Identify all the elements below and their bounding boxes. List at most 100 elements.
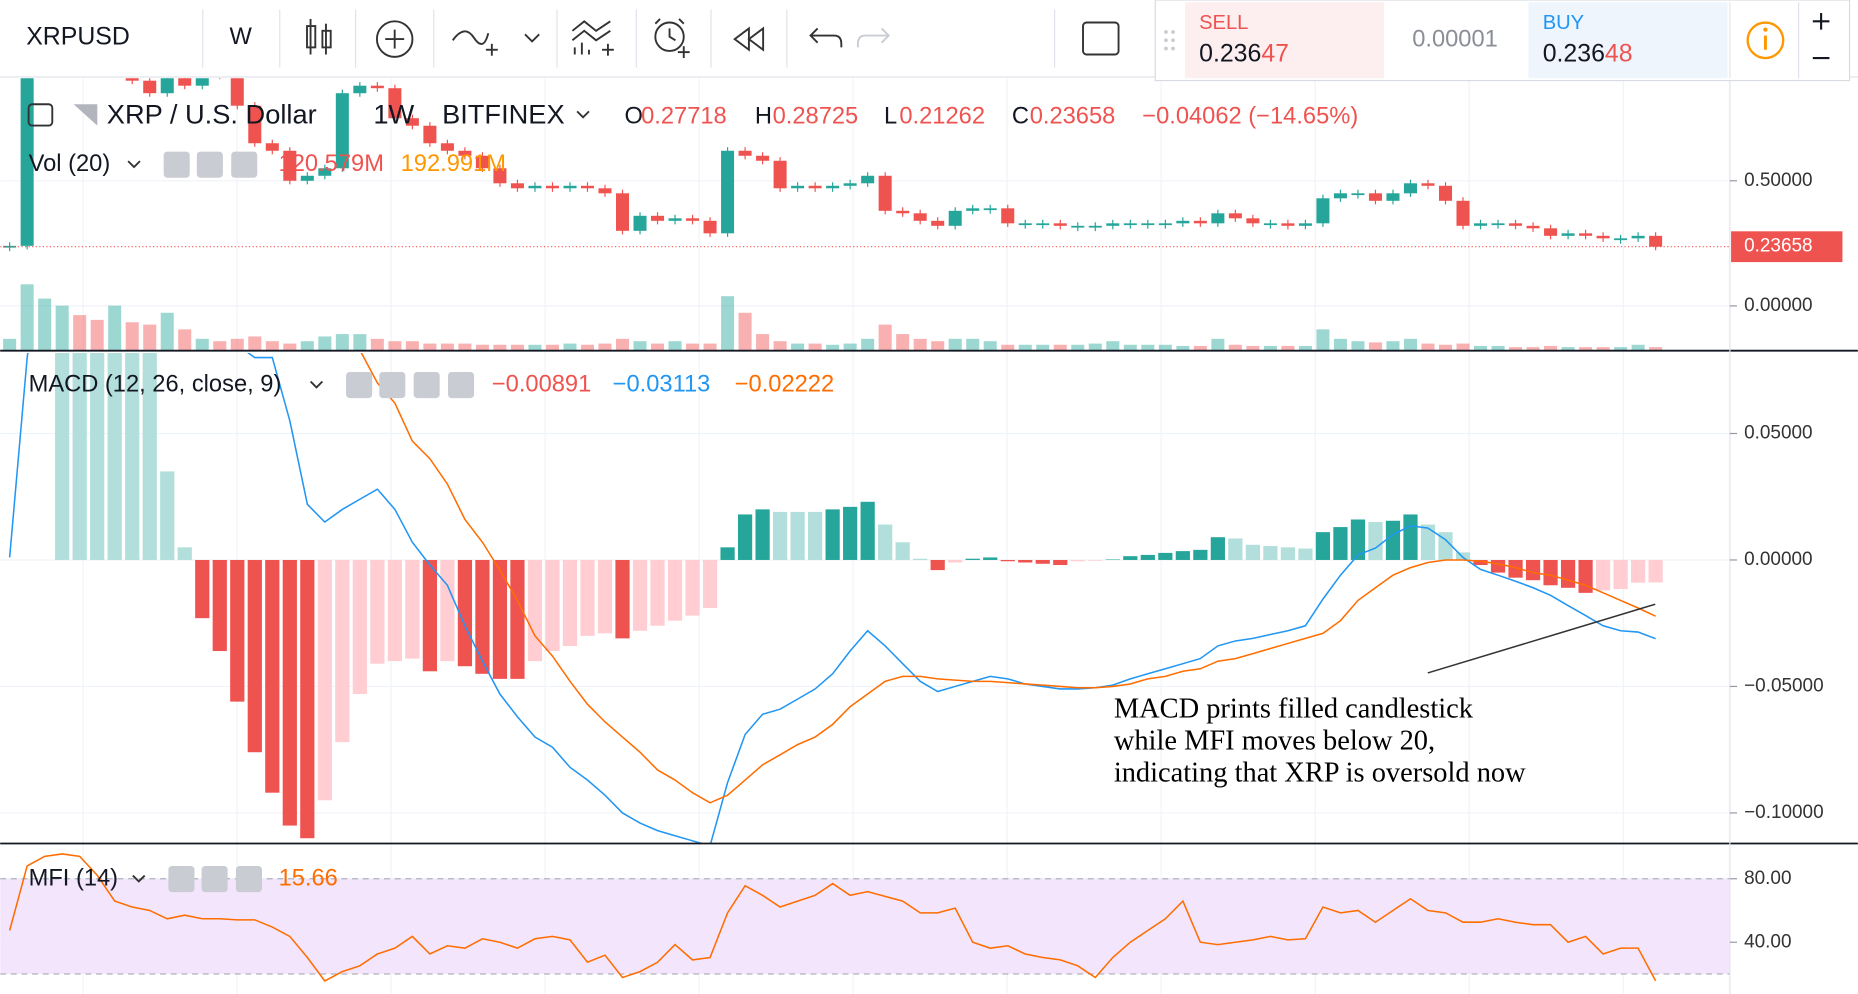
histogram-bar bbox=[965, 558, 980, 560]
sell-price-head: 0.236 bbox=[1199, 39, 1261, 67]
histogram-bar bbox=[632, 559, 648, 631]
buy-button[interactable] bbox=[1528, 2, 1728, 79]
replay-button[interactable] bbox=[733, 26, 765, 52]
candle bbox=[721, 150, 735, 234]
histogram-bar bbox=[1070, 559, 1085, 562]
legend-dropdown[interactable] bbox=[132, 874, 146, 883]
undo-button[interactable] bbox=[809, 27, 843, 48]
histogram-bar bbox=[597, 559, 613, 634]
volume-bar bbox=[423, 343, 437, 351]
plot bbox=[0, 78, 1730, 982]
zoom-buttons[interactable] bbox=[1812, 13, 1830, 60]
buy-price-tail: 48 bbox=[1605, 39, 1633, 67]
candle bbox=[1386, 193, 1400, 201]
redo-button[interactable] bbox=[856, 27, 891, 48]
volume-bar bbox=[1491, 345, 1505, 351]
volume-bar bbox=[1053, 344, 1067, 351]
candle bbox=[668, 218, 682, 221]
histogram-bar bbox=[335, 559, 350, 743]
mfi-line bbox=[8, 853, 1657, 982]
macd-line bbox=[8, 353, 1656, 844]
sell-button[interactable] bbox=[1184, 2, 1384, 79]
candle bbox=[1123, 223, 1137, 226]
histogram-bar bbox=[737, 514, 753, 560]
histogram-bar bbox=[1315, 532, 1331, 560]
candle bbox=[318, 168, 332, 176]
alert-button[interactable] bbox=[654, 18, 690, 59]
volume-bar bbox=[1526, 347, 1540, 351]
volume-bar bbox=[1036, 344, 1050, 351]
volume-bar bbox=[1176, 345, 1190, 351]
histogram-bar bbox=[790, 511, 805, 560]
volume-bar bbox=[1596, 347, 1610, 351]
volume-bar bbox=[651, 343, 665, 351]
buy-price-head: 0.236 bbox=[1543, 39, 1605, 67]
legend-dropdown[interactable] bbox=[309, 380, 324, 389]
candle bbox=[738, 150, 752, 156]
histogram-bar bbox=[1053, 559, 1068, 566]
candle bbox=[1544, 228, 1558, 236]
compare-button[interactable] bbox=[451, 30, 540, 56]
volume-bar bbox=[1018, 344, 1032, 351]
volume-bar bbox=[1263, 345, 1277, 351]
volume-bar bbox=[265, 341, 279, 351]
candle bbox=[1298, 223, 1312, 226]
volume-bar bbox=[966, 338, 980, 351]
candle bbox=[896, 210, 910, 214]
histogram-bar bbox=[1245, 544, 1260, 560]
volume-bar bbox=[843, 343, 857, 351]
indicators-button[interactable] bbox=[375, 20, 414, 58]
interval-button[interactable]: W bbox=[229, 24, 252, 50]
candle bbox=[931, 220, 945, 226]
bar-style-button[interactable] bbox=[306, 18, 332, 55]
histogram-bar bbox=[1123, 556, 1138, 560]
candle bbox=[1263, 223, 1277, 226]
legend-dropdown[interactable] bbox=[127, 160, 141, 169]
candle bbox=[651, 215, 665, 221]
volume-value: 120.579M bbox=[279, 151, 384, 177]
candle bbox=[248, 105, 262, 144]
candle bbox=[861, 175, 875, 184]
histogram-bar bbox=[1175, 551, 1190, 560]
candle bbox=[3, 245, 17, 248]
volume-bar bbox=[1123, 344, 1137, 351]
histogram-bar bbox=[265, 559, 280, 793]
volume-bar bbox=[931, 341, 945, 351]
symbol-button[interactable]: XRPUSD bbox=[26, 22, 130, 50]
info-button[interactable] bbox=[1746, 21, 1785, 60]
histogram-bar bbox=[720, 547, 735, 560]
volume-bar bbox=[808, 343, 822, 351]
candle bbox=[335, 93, 349, 169]
histogram-bar bbox=[825, 509, 840, 560]
candle bbox=[1526, 225, 1540, 229]
histogram-bar bbox=[930, 559, 945, 571]
volume-bar bbox=[335, 334, 349, 351]
volume-bar bbox=[1561, 347, 1575, 351]
histogram-bar bbox=[562, 559, 578, 646]
histogram-bar bbox=[72, 353, 87, 560]
candle bbox=[475, 155, 489, 169]
histogram-value: −0.00891 bbox=[492, 371, 591, 397]
histogram-bar bbox=[527, 559, 543, 662]
volume-bar bbox=[738, 312, 752, 351]
legend-dropdown[interactable] bbox=[576, 110, 590, 119]
volume-bar bbox=[1614, 347, 1628, 351]
volume-bar bbox=[405, 341, 419, 351]
volume-bar bbox=[1001, 344, 1015, 351]
candle bbox=[1141, 223, 1155, 226]
fullscreen-button[interactable] bbox=[1082, 21, 1120, 56]
histogram-bar bbox=[1158, 552, 1173, 560]
histogram-bar bbox=[230, 559, 245, 702]
legend-icons[interactable] bbox=[163, 151, 258, 178]
legend-icons[interactable] bbox=[168, 866, 262, 893]
templates-button[interactable] bbox=[571, 20, 614, 56]
volume-bar bbox=[475, 344, 489, 351]
candle bbox=[913, 213, 927, 221]
volume-bar bbox=[38, 298, 52, 351]
candle bbox=[528, 185, 542, 189]
volume-bar bbox=[388, 341, 402, 351]
candle bbox=[1193, 220, 1207, 224]
collapse-icon[interactable] bbox=[27, 103, 54, 127]
legend-icons[interactable] bbox=[346, 372, 475, 399]
